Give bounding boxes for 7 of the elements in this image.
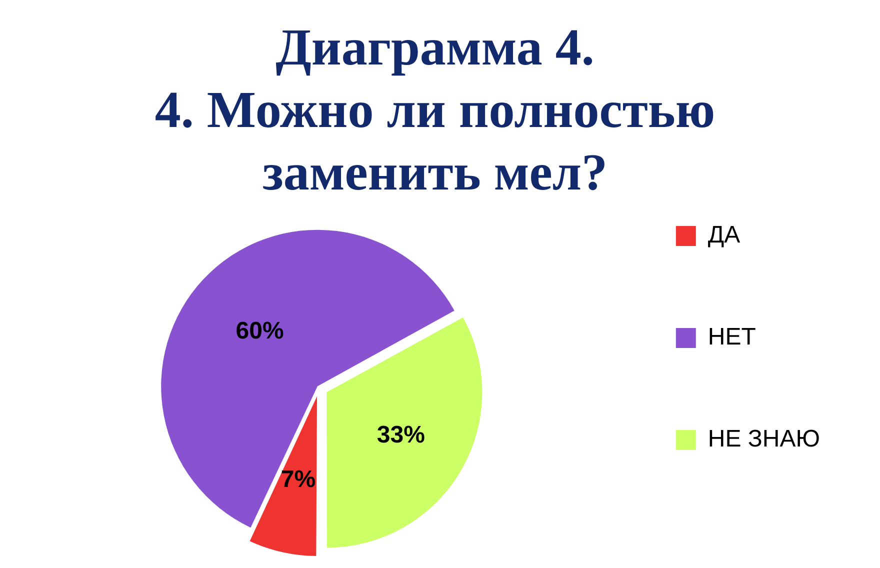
legend-label: НЕТ: [708, 324, 756, 351]
data-label: 60%: [236, 318, 284, 345]
chart-title: Диаграмма 4. 4. Можно ли полностью заменить мел?: [154, 20, 716, 202]
legend-label: НЕ ЗНАЮ: [708, 426, 820, 453]
legend-label: ДА: [708, 222, 740, 249]
data-label: 33%: [376, 422, 425, 449]
data-label: 7%: [280, 466, 316, 494]
